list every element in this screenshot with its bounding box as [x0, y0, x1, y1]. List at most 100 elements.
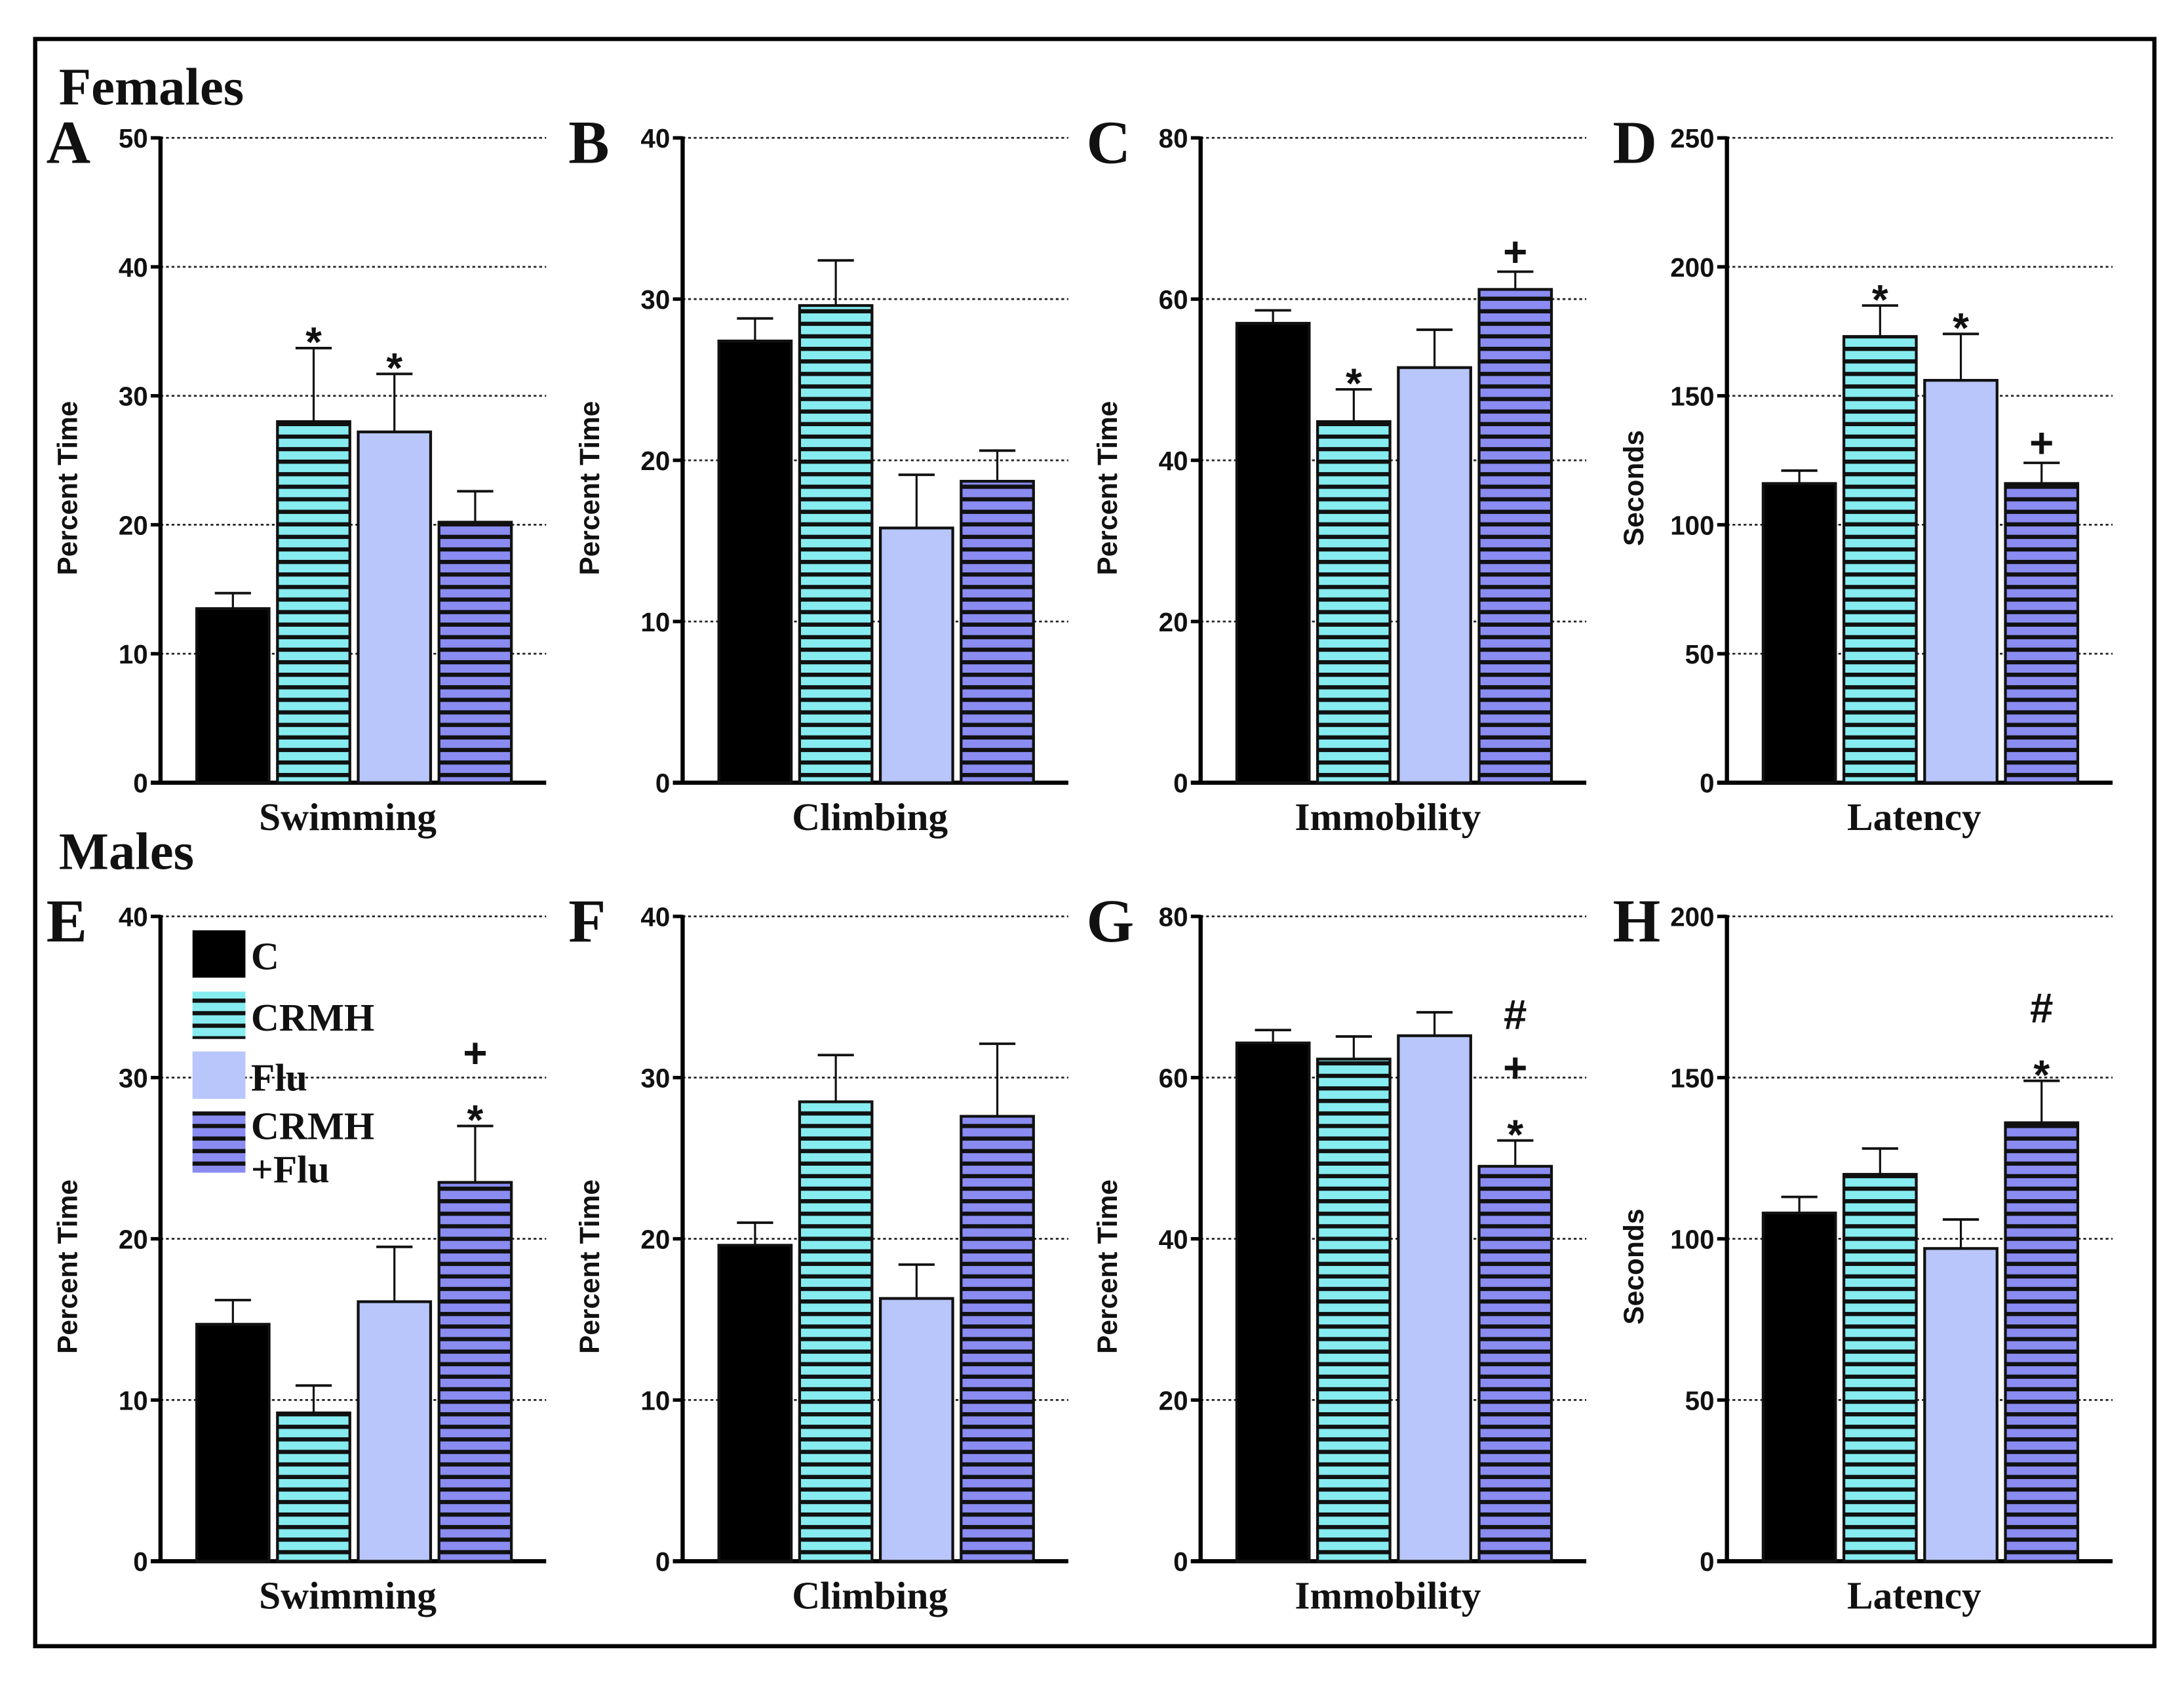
- y-axis-label: Percent Time: [52, 401, 83, 576]
- bar-crmh-plus-flu: [437, 1181, 513, 1563]
- legend-label: C: [251, 934, 279, 978]
- bar-flu: [357, 430, 433, 784]
- y-tick-label: 30: [640, 1063, 670, 1094]
- bar-crmh: [276, 1411, 351, 1563]
- significance-marker: #: [2030, 984, 2053, 1031]
- y-tick-label: 50: [1685, 1385, 1715, 1415]
- section-title-females: Females: [59, 58, 244, 116]
- bar-crmh-plus-flu: [960, 1115, 1035, 1563]
- y-tick-label: 200: [1670, 902, 1714, 932]
- panel-letter: C: [1087, 109, 1131, 177]
- panel-E: E 0 10 20 30 40 Percent Time Swimming + *: [47, 888, 547, 1617]
- bar-crmh: [1842, 1173, 1918, 1563]
- y-axis-label: Percent Time: [575, 1179, 606, 1354]
- y-tick-label: 30: [640, 285, 670, 315]
- x-axis-label: Swimming: [259, 795, 437, 839]
- y-tick-label: 50: [1685, 639, 1715, 669]
- y-tick-label: 10: [640, 1385, 670, 1415]
- bar-c: [717, 1244, 793, 1563]
- y-tick-label: 40: [1159, 1224, 1188, 1254]
- significance-marker: +: [463, 1029, 487, 1077]
- x-axis-label: Latency: [1847, 1574, 1981, 1617]
- panel-F: F 0 10 20 30 40 Percent Time Climbing: [568, 888, 1068, 1617]
- bar-flu: [1923, 378, 1999, 784]
- y-tick-label: 0: [655, 1547, 670, 1577]
- y-axis-label: Percent Time: [1093, 1179, 1123, 1354]
- y-tick-label: 40: [640, 123, 670, 153]
- panel-A: A 0 10 20 30 40 50 Percent Time Swimming * *: [47, 109, 547, 839]
- y-tick-label: 20: [119, 510, 148, 540]
- y-tick-label: 20: [1159, 1385, 1188, 1415]
- y-tick-label: 0: [1700, 768, 1714, 799]
- significance-marker: *: [1872, 276, 1888, 323]
- panel-B: B 0 10 20 30 40 Percent Time Climbing: [568, 109, 1068, 839]
- legend-swatch: [192, 1051, 246, 1099]
- legend-swatch: [192, 991, 246, 1039]
- legend-swatch: [192, 930, 246, 978]
- y-tick-label: 150: [1670, 382, 1714, 412]
- panel-D: D 0 50 100 150 200 250 Seconds Latency * * +: [1612, 109, 2113, 839]
- bar-crmh: [1316, 1058, 1392, 1563]
- y-tick-label: 30: [119, 382, 148, 412]
- y-tick-label: 20: [119, 1224, 148, 1254]
- bar-flu: [1397, 1034, 1472, 1563]
- bar-flu: [357, 1300, 433, 1563]
- y-tick-label: 20: [640, 446, 670, 476]
- bar-c: [1235, 1041, 1311, 1563]
- panel-letter: D: [1612, 109, 1657, 177]
- bar-c: [1761, 1212, 1837, 1563]
- y-tick-label: 10: [119, 1385, 148, 1415]
- bar-crmh-plus-flu: [960, 479, 1035, 784]
- y-tick-label: 100: [1670, 1224, 1714, 1254]
- bar-crmh: [1842, 335, 1918, 784]
- y-tick-label: 0: [133, 768, 147, 799]
- legend-label-line2: +Flu: [251, 1148, 330, 1191]
- y-tick-label: 100: [1670, 510, 1714, 540]
- panel-letter: A: [47, 109, 90, 177]
- bar-crmh-plus-flu: [1477, 288, 1553, 784]
- y-tick-label: 10: [119, 639, 148, 669]
- x-axis-label: Immobility: [1295, 1574, 1481, 1617]
- x-axis-label: Climbing: [792, 1574, 948, 1617]
- bar-flu: [878, 1297, 954, 1563]
- y-tick-label: 60: [1159, 1063, 1188, 1094]
- y-tick-label: 60: [1159, 285, 1188, 315]
- panel-letter: B: [568, 109, 609, 177]
- bar-c: [195, 1322, 271, 1563]
- legend-swatch: [192, 1111, 246, 1173]
- bar-flu: [1923, 1247, 1999, 1563]
- y-tick-label: 30: [119, 1063, 148, 1094]
- bar-c: [1235, 321, 1311, 784]
- y-tick-label: 50: [119, 123, 148, 153]
- bar-crmh-plus-flu: [1477, 1164, 1553, 1563]
- panel-H: H 0 50 100 150 200 Seconds Latency # *: [1612, 888, 2113, 1617]
- significance-marker: +: [2029, 420, 2054, 467]
- panel-C: C 0 20 40 60 80 Percent Time Immobility * +: [1087, 109, 1587, 839]
- legend-label: CRMH: [251, 996, 374, 1039]
- y-tick-label: 0: [1700, 1547, 1714, 1577]
- bar-crmh-plus-flu: [2004, 1121, 2080, 1563]
- y-tick-label: 200: [1670, 252, 1714, 283]
- significance-marker: *: [386, 344, 402, 391]
- y-axis-label: Seconds: [1619, 1209, 1650, 1325]
- bar-c: [195, 607, 271, 784]
- bar-crmh: [1316, 420, 1392, 784]
- y-tick-label: 40: [1159, 446, 1188, 476]
- bar-flu: [1397, 366, 1472, 784]
- panel-letter: H: [1612, 888, 1660, 955]
- y-axis-label: Percent Time: [52, 1179, 83, 1354]
- y-tick-label: 10: [640, 607, 670, 637]
- y-tick-label: 40: [119, 252, 148, 283]
- significance-marker: *: [467, 1096, 484, 1143]
- y-tick-label: 0: [133, 1547, 147, 1577]
- bar-c: [717, 339, 793, 784]
- significance-marker: *: [305, 319, 322, 366]
- x-axis-label: Climbing: [792, 795, 948, 839]
- y-tick-label: 0: [1173, 768, 1188, 799]
- y-tick-label: 40: [640, 902, 670, 932]
- y-axis-label: Percent Time: [575, 401, 606, 576]
- bar-crmh-plus-flu: [2004, 482, 2080, 784]
- y-tick-label: 0: [1173, 1547, 1188, 1577]
